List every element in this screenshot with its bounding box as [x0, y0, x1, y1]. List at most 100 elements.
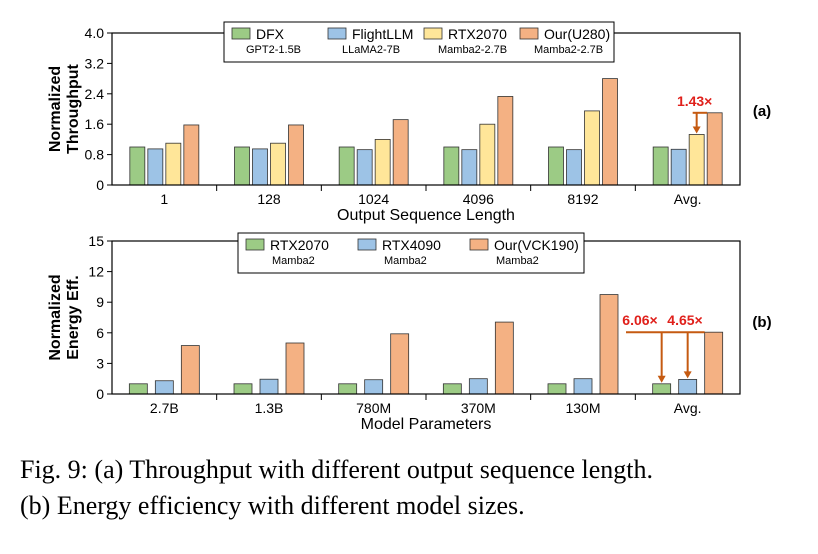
- bar: [338, 383, 358, 395]
- bar: [497, 96, 514, 186]
- legend-sublabel: GPT2-1.5B: [246, 44, 301, 56]
- y-axis-title-line: Energy Eff.: [65, 275, 82, 359]
- legend-swatch: [423, 27, 443, 40]
- legend-sublabel: Mamba2: [272, 255, 315, 267]
- bar: [688, 134, 705, 186]
- bar: [288, 124, 304, 186]
- y-tick-label: 6: [96, 325, 104, 341]
- bar: [573, 378, 593, 395]
- bar: [548, 146, 564, 186]
- bar: [180, 345, 200, 395]
- x-tick-label: 8192: [567, 191, 598, 207]
- bar: [443, 146, 460, 186]
- x-tick-label: 130M: [565, 400, 600, 416]
- bar: [165, 142, 182, 186]
- speedup-annotation: 1.43×: [677, 93, 712, 134]
- x-tick-label: 1: [160, 191, 168, 207]
- x-tick-label: 1024: [358, 191, 389, 207]
- bar: [547, 383, 567, 395]
- legend-swatch: [245, 238, 265, 251]
- legend-label: RTX4090: [382, 237, 441, 253]
- legend: DFX GPT2-1.5B FlightLLM LLaMA2-7B RTX2070 Mam…: [223, 21, 615, 63]
- x-tick-label: 128: [257, 191, 281, 207]
- x-tick-label: 780M: [356, 400, 391, 416]
- y-tick-label: 0.8: [85, 147, 105, 163]
- legend-swatch: [469, 238, 489, 251]
- bar: [259, 378, 279, 395]
- bar: [374, 138, 391, 186]
- bar: [390, 333, 410, 395]
- legend-label: Our(U280): [544, 26, 610, 42]
- x-tick-label: 1.3B: [255, 400, 284, 416]
- annotation-label: 1.43×: [677, 93, 712, 109]
- bar: [233, 383, 253, 395]
- figure-caption: Fig. 9: (a) Throughput with different ou…: [20, 452, 800, 524]
- bar: [652, 383, 672, 395]
- chart-panel-a: 0 0.8 1.6 2.4 3.2 4.0 Normalized Throughput 1 128…: [47, 21, 771, 224]
- bar: [234, 146, 250, 186]
- bar: [183, 124, 200, 186]
- y-axis-title-line: Normalized: [47, 66, 64, 152]
- bar: [468, 378, 488, 395]
- bar: [392, 119, 409, 186]
- annotation-label: 4.65×: [667, 312, 702, 328]
- arrow-head-icon: [683, 371, 692, 379]
- legend-swatch: [357, 238, 377, 251]
- y-tick-label: 1.6: [85, 116, 105, 132]
- bar: [566, 149, 582, 186]
- bar: [652, 146, 669, 186]
- y-axis-title-line: Throughput: [65, 63, 82, 153]
- x-tick-label: 4096: [463, 191, 494, 207]
- bar: [356, 149, 373, 186]
- y-axis-title-line: Normalized: [47, 274, 64, 360]
- legend-label: RTX2070: [448, 26, 507, 42]
- x-tick-label: 370M: [461, 400, 496, 416]
- bar: [270, 142, 286, 186]
- legend-sublabel: LLaMA2-7B: [342, 44, 400, 56]
- x-axis-title: Output Sequence Length: [337, 207, 515, 224]
- bar: [285, 342, 305, 395]
- legend-label: Our(VCK190): [494, 237, 579, 253]
- bar: [129, 146, 146, 186]
- legend-label: FlightLLM: [352, 26, 413, 42]
- chart-panel-b: 0 3 6 9 12 15 Normalized Energy Eff. 2.7B 1.3B 780…: [47, 232, 772, 433]
- legend-swatch: [327, 27, 347, 40]
- legend-swatch: [519, 27, 539, 40]
- legend-sublabel: Mamba2: [496, 255, 539, 267]
- y-tick-label: 4.0: [85, 25, 105, 41]
- bar: [678, 379, 698, 395]
- bar: [147, 148, 164, 186]
- bar: [252, 148, 268, 186]
- speedup-annotation: 6.06× 4.65×: [622, 312, 705, 383]
- bar: [442, 383, 462, 395]
- annotation-label: 6.06×: [622, 312, 657, 328]
- x-tick-label: Avg.: [674, 191, 702, 207]
- bar: [599, 294, 619, 395]
- bar: [479, 123, 496, 186]
- arrow-head-icon: [657, 375, 666, 383]
- y-tick-label: 2.4: [85, 86, 105, 102]
- legend-label: DFX: [256, 26, 285, 42]
- y-axis-title: Normalized Energy Eff.: [47, 274, 82, 360]
- bar: [338, 146, 355, 186]
- bar: [461, 149, 478, 186]
- bar: [704, 331, 724, 395]
- panel-tag: (a): [753, 103, 771, 120]
- y-tick-label: 3: [96, 355, 104, 371]
- bar: [364, 379, 384, 395]
- x-tick-label: Avg.: [674, 400, 702, 416]
- legend-sublabel: Mamba2: [384, 255, 427, 267]
- panel-tag: (b): [752, 314, 771, 331]
- x-tick-label: 2.7B: [150, 400, 179, 416]
- legend-sublabel: Mamba2-2.7B: [534, 44, 603, 56]
- y-tick-label: 0: [96, 177, 104, 193]
- x-axis-title: Model Parameters: [361, 416, 492, 433]
- bar: [584, 110, 600, 186]
- y-tick-label: 12: [88, 264, 104, 280]
- bar: [128, 383, 148, 395]
- legend-box: [223, 21, 615, 63]
- legend: RTX2070 Mamba2 RTX4090 Mamba2 Our(VCK190) Mam…: [237, 232, 585, 274]
- caption-line-2: (b) Energy efficiency with different mod…: [20, 491, 525, 520]
- caption-line-1: Fig. 9: (a) Throughput with different ou…: [20, 455, 654, 484]
